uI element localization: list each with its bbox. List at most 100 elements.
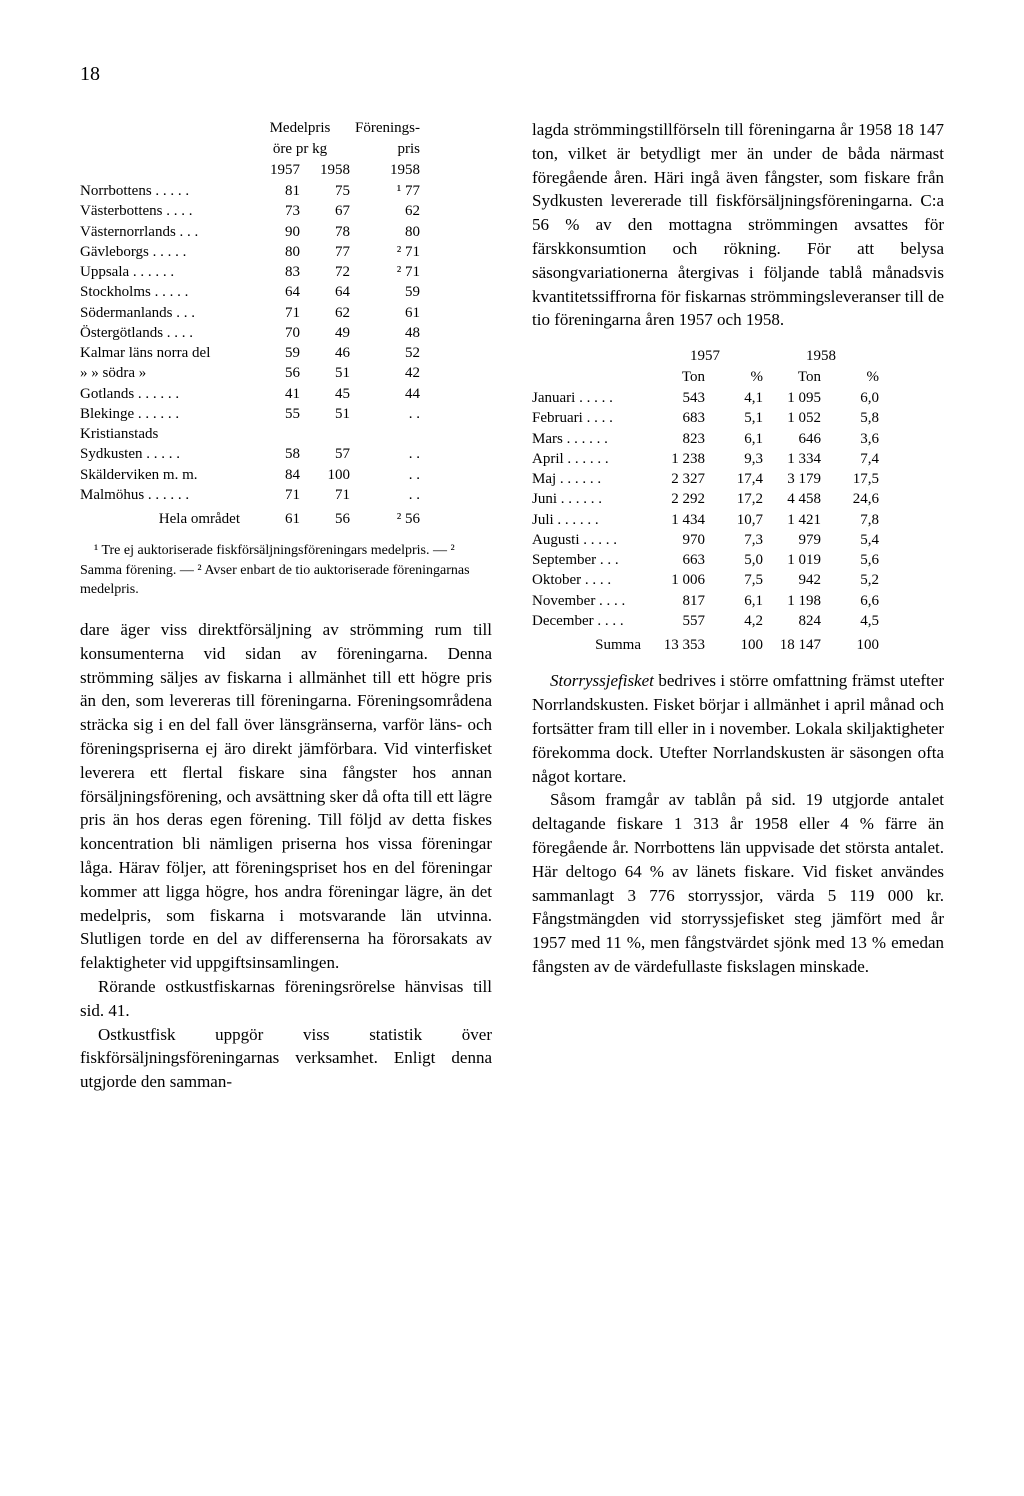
table-cell: 1 006: [647, 570, 705, 590]
table-subheader: pris: [350, 139, 420, 160]
table-cell: 24,6: [821, 489, 879, 509]
table-row: Februari . . . . 683 5,1 1 052 5,8: [532, 408, 944, 428]
table-cell: . .: [350, 485, 420, 505]
table-label: Augusti . . . . .: [532, 530, 647, 550]
table-cell: . .: [350, 404, 420, 424]
table-cell: 71: [300, 485, 350, 505]
table-year: 1957: [250, 160, 300, 181]
table-label: Januari . . . . .: [532, 388, 647, 408]
table-cell: 52: [350, 343, 420, 363]
left-column: Medelpris Förenings- öre pr kg pris 1957…: [80, 118, 492, 1094]
table-cell: 543: [647, 388, 705, 408]
table-header: Förenings-: [350, 118, 420, 139]
table-cell: 942: [763, 570, 821, 590]
table-label: Stockholms . . . . .: [80, 282, 250, 302]
table-cell: 9,3: [705, 449, 763, 469]
table-cell: 1 334: [763, 449, 821, 469]
table-row: April . . . . . . 1 238 9,3 1 334 7,4: [532, 449, 944, 469]
table-header: %: [705, 367, 763, 388]
table-row: Malmöhus . . . . . . 71 71 . .: [80, 485, 492, 505]
table-cell: 64: [250, 282, 300, 302]
table-label: Västerbottens . . . .: [80, 201, 250, 221]
table-cell: 3,6: [821, 429, 879, 449]
table-cell: [250, 424, 300, 444]
page-number: 18: [80, 60, 944, 88]
table-year: 1958: [350, 160, 420, 181]
table-cell: [350, 424, 420, 444]
table-cell: 100: [705, 635, 763, 655]
table-cell: 2 327: [647, 469, 705, 489]
table-cell: 90: [250, 222, 300, 242]
table-cell: 41: [250, 384, 300, 404]
table-cell: 71: [250, 303, 300, 323]
table-cell: 17,5: [821, 469, 879, 489]
table-label: Kalmar läns norra del: [80, 343, 250, 363]
table-cell: 3 179: [763, 469, 821, 489]
table-cell: 1 052: [763, 408, 821, 428]
table-cell: 81: [250, 181, 300, 201]
table-year: 1958: [763, 346, 879, 367]
table-cell: . .: [350, 465, 420, 485]
body-paragraph: Storryssjefisket bedrives i större omfat…: [532, 669, 944, 788]
table-cell: ¹ 77: [350, 181, 420, 201]
body-paragraph: lagda strömmingstillförseln till förenin…: [532, 118, 944, 332]
table-cell: 6,6: [821, 591, 879, 611]
table-label: Kristianstads: [80, 424, 250, 444]
table-cell: 51: [300, 404, 350, 424]
table-cell: 5,2: [821, 570, 879, 590]
table-cell: 80: [250, 242, 300, 262]
table-cell: 4,1: [705, 388, 763, 408]
table-cell: 80: [350, 222, 420, 242]
table-cell: 1 019: [763, 550, 821, 570]
table-cell: 1 238: [647, 449, 705, 469]
table-cell: ² 56: [350, 509, 420, 529]
table-cell: 64: [300, 282, 350, 302]
table-cell: 10,7: [705, 510, 763, 530]
table-cell: 1 434: [647, 510, 705, 530]
table-cell: 75: [300, 181, 350, 201]
table-cell: [300, 424, 350, 444]
table-subheader: öre pr kg: [250, 139, 350, 160]
table-cell: 72: [300, 262, 350, 282]
table-cell: ² 71: [350, 242, 420, 262]
table-cell: 824: [763, 611, 821, 631]
table-cell: 4,2: [705, 611, 763, 631]
table-cell: 17,4: [705, 469, 763, 489]
table-cell: 70: [250, 323, 300, 343]
table-row: Juni . . . . . . 2 292 17,2 4 458 24,6: [532, 489, 944, 509]
table-label: Gotlands . . . . . .: [80, 384, 250, 404]
table-label: Mars . . . . . .: [532, 429, 647, 449]
table-total-label: Summa: [532, 635, 647, 655]
table-cell: 100: [821, 635, 879, 655]
table-row: Maj . . . . . . 2 327 17,4 3 179 17,5: [532, 469, 944, 489]
table-cell: 59: [250, 343, 300, 363]
table-header: Ton: [647, 367, 705, 388]
table-cell: 683: [647, 408, 705, 428]
table-label: Norrbottens . . . . .: [80, 181, 250, 201]
table-label: Blekinge . . . . . .: [80, 404, 250, 424]
content-columns: Medelpris Förenings- öre pr kg pris 1957…: [80, 118, 944, 1094]
table-row: » » södra » 56 51 42: [80, 363, 492, 383]
table-row: Skälderviken m. m. 84 100 . .: [80, 465, 492, 485]
table-label: December . . . .: [532, 611, 647, 631]
table-row: Norrbottens . . . . . 81 75 ¹ 77: [80, 181, 492, 201]
table-cell: 73: [250, 201, 300, 221]
body-paragraph: Såsom framgår av tablån på sid. 19 utgjo…: [532, 788, 944, 978]
table-header: Ton: [763, 367, 821, 388]
table-label: » » södra »: [80, 363, 250, 383]
table-year: 1957: [647, 346, 763, 367]
table-cell: 1 198: [763, 591, 821, 611]
table-cell: 970: [647, 530, 705, 550]
table-row: September . . . 663 5,0 1 019 5,6: [532, 550, 944, 570]
table-header: %: [821, 367, 879, 388]
table-cell: 59: [350, 282, 420, 302]
table-cell: 13 353: [647, 635, 705, 655]
table-cell: 56: [250, 363, 300, 383]
table-row: Sydkusten . . . . . 58 57 . .: [80, 444, 492, 464]
table-cell: 5,4: [821, 530, 879, 550]
table-cell: 45: [300, 384, 350, 404]
table-row: Södermanlands . . . 71 62 61: [80, 303, 492, 323]
table-row: Oktober . . . . 1 006 7,5 942 5,2: [532, 570, 944, 590]
table-year: 1958: [300, 160, 350, 181]
table-row: Blekinge . . . . . . 55 51 . .: [80, 404, 492, 424]
